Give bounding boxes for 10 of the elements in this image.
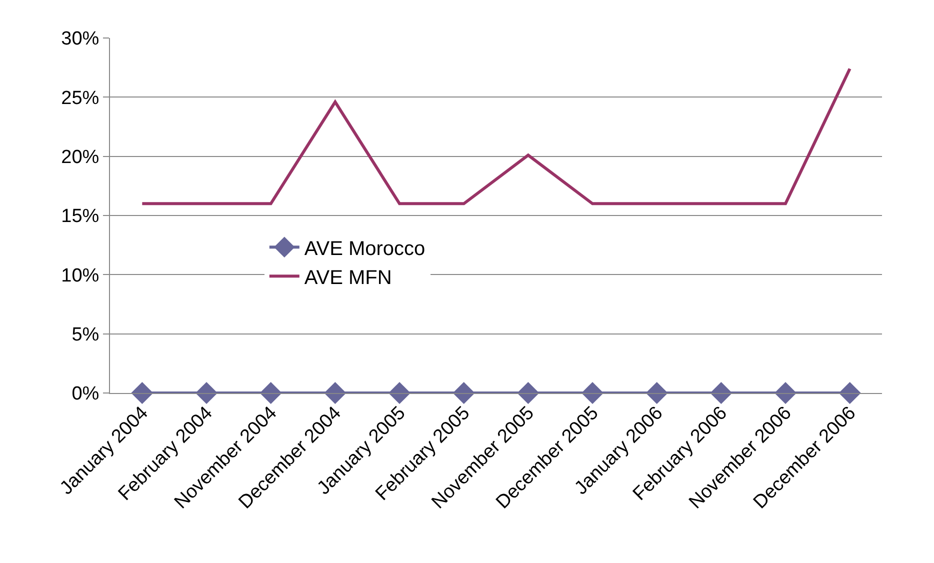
y-tick-label: 5% [72,324,100,346]
legend-label: AVE Morocco [304,238,426,260]
line-series [140,67,852,206]
legend-label: AVE MFN [304,266,392,289]
y-tick-label: 25% [61,88,100,109]
y-tick-label: 0% [72,384,100,405]
y-tick-label: 20% [61,146,100,168]
y-tick-label: 30% [61,28,100,50]
y-tick-label: 15% [61,206,100,228]
y-tick-label: 10% [61,265,100,286]
